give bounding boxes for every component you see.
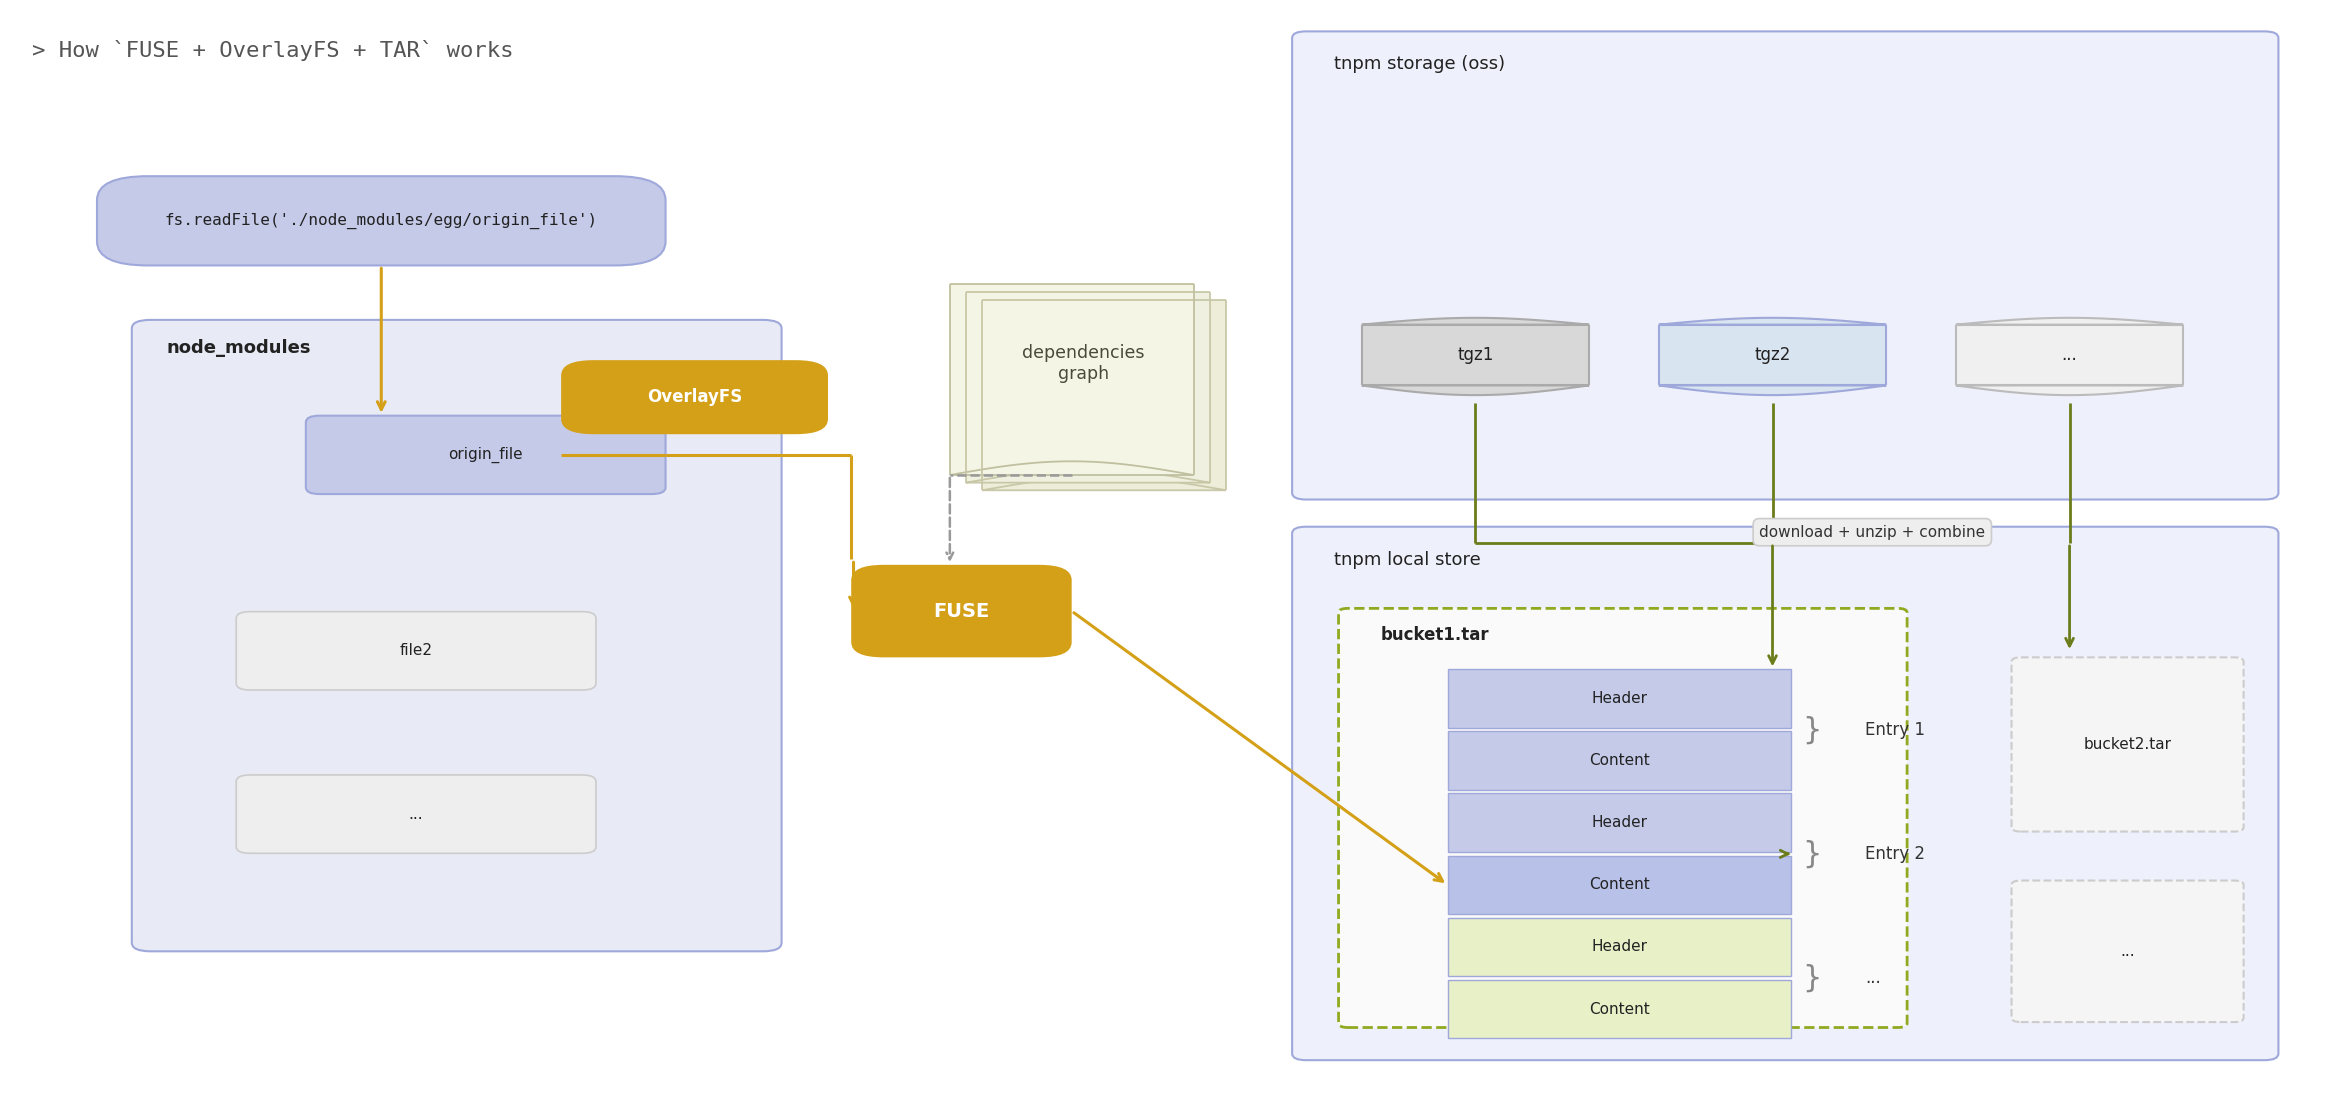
Polygon shape bbox=[1956, 318, 2182, 325]
Text: }: } bbox=[1803, 839, 1821, 869]
Text: origin_file: origin_file bbox=[449, 446, 524, 463]
Text: fs.readFile('./node_modules/egg/origin_file'): fs.readFile('./node_modules/egg/origin_f… bbox=[165, 213, 599, 229]
FancyBboxPatch shape bbox=[133, 320, 783, 951]
Text: ...: ... bbox=[2119, 943, 2136, 959]
Text: bucket1.tar: bucket1.tar bbox=[1381, 625, 1488, 644]
Text: Header: Header bbox=[1591, 815, 1647, 830]
Bar bbox=[950, 284, 1192, 475]
FancyBboxPatch shape bbox=[235, 774, 596, 853]
Text: tgz2: tgz2 bbox=[1754, 346, 1791, 364]
Text: tnpm storage (oss): tnpm storage (oss) bbox=[1335, 55, 1505, 73]
Bar bbox=[1449, 732, 1791, 790]
Text: Entry 2: Entry 2 bbox=[1866, 845, 1926, 863]
Text: FUSE: FUSE bbox=[934, 601, 990, 621]
FancyBboxPatch shape bbox=[2012, 657, 2243, 832]
Polygon shape bbox=[1658, 318, 1886, 325]
Bar bbox=[1658, 325, 1886, 385]
Polygon shape bbox=[967, 468, 1209, 483]
Text: bucket2.tar: bucket2.tar bbox=[2084, 737, 2171, 751]
Polygon shape bbox=[1362, 318, 1588, 325]
Text: }: } bbox=[1803, 963, 1821, 993]
Bar bbox=[1449, 856, 1791, 914]
FancyBboxPatch shape bbox=[850, 565, 1071, 657]
Text: OverlayFS: OverlayFS bbox=[647, 388, 743, 406]
Text: > How `FUSE + OverlayFS + TAR` works: > How `FUSE + OverlayFS + TAR` works bbox=[33, 41, 512, 61]
FancyBboxPatch shape bbox=[1339, 609, 1907, 1028]
FancyBboxPatch shape bbox=[1293, 527, 2278, 1060]
Text: ...: ... bbox=[410, 806, 424, 822]
Text: tnpm local store: tnpm local store bbox=[1335, 551, 1481, 568]
Text: file2: file2 bbox=[401, 643, 433, 658]
Text: node_modules: node_modules bbox=[168, 339, 312, 358]
Text: dependencies
graph: dependencies graph bbox=[1022, 344, 1144, 383]
Bar bbox=[967, 292, 1209, 483]
Bar bbox=[1362, 325, 1588, 385]
Text: Content: Content bbox=[1588, 1002, 1649, 1017]
Text: download + unzip + combine: download + unzip + combine bbox=[1758, 524, 1984, 540]
Polygon shape bbox=[1362, 385, 1588, 395]
Text: Content: Content bbox=[1588, 754, 1649, 768]
Bar bbox=[1449, 917, 1791, 976]
FancyBboxPatch shape bbox=[1293, 32, 2278, 499]
FancyBboxPatch shape bbox=[2012, 881, 2243, 1022]
Polygon shape bbox=[983, 476, 1225, 490]
Bar bbox=[1449, 669, 1791, 728]
FancyBboxPatch shape bbox=[98, 177, 666, 265]
Text: ...: ... bbox=[2061, 346, 2077, 364]
Text: Content: Content bbox=[1588, 878, 1649, 892]
Text: }: } bbox=[1803, 715, 1821, 744]
Bar bbox=[983, 299, 1225, 490]
Text: Header: Header bbox=[1591, 939, 1647, 954]
FancyBboxPatch shape bbox=[305, 416, 666, 494]
Text: tgz1: tgz1 bbox=[1458, 346, 1493, 364]
Bar bbox=[1449, 980, 1791, 1039]
FancyBboxPatch shape bbox=[561, 360, 829, 434]
Polygon shape bbox=[1658, 385, 1886, 395]
Text: ...: ... bbox=[1866, 969, 1882, 987]
Text: Header: Header bbox=[1591, 691, 1647, 706]
Polygon shape bbox=[1956, 385, 2182, 395]
Polygon shape bbox=[950, 462, 1192, 475]
Bar bbox=[1449, 793, 1791, 852]
Text: Entry 1: Entry 1 bbox=[1866, 721, 1926, 738]
Bar bbox=[1956, 325, 2182, 385]
FancyBboxPatch shape bbox=[235, 612, 596, 690]
